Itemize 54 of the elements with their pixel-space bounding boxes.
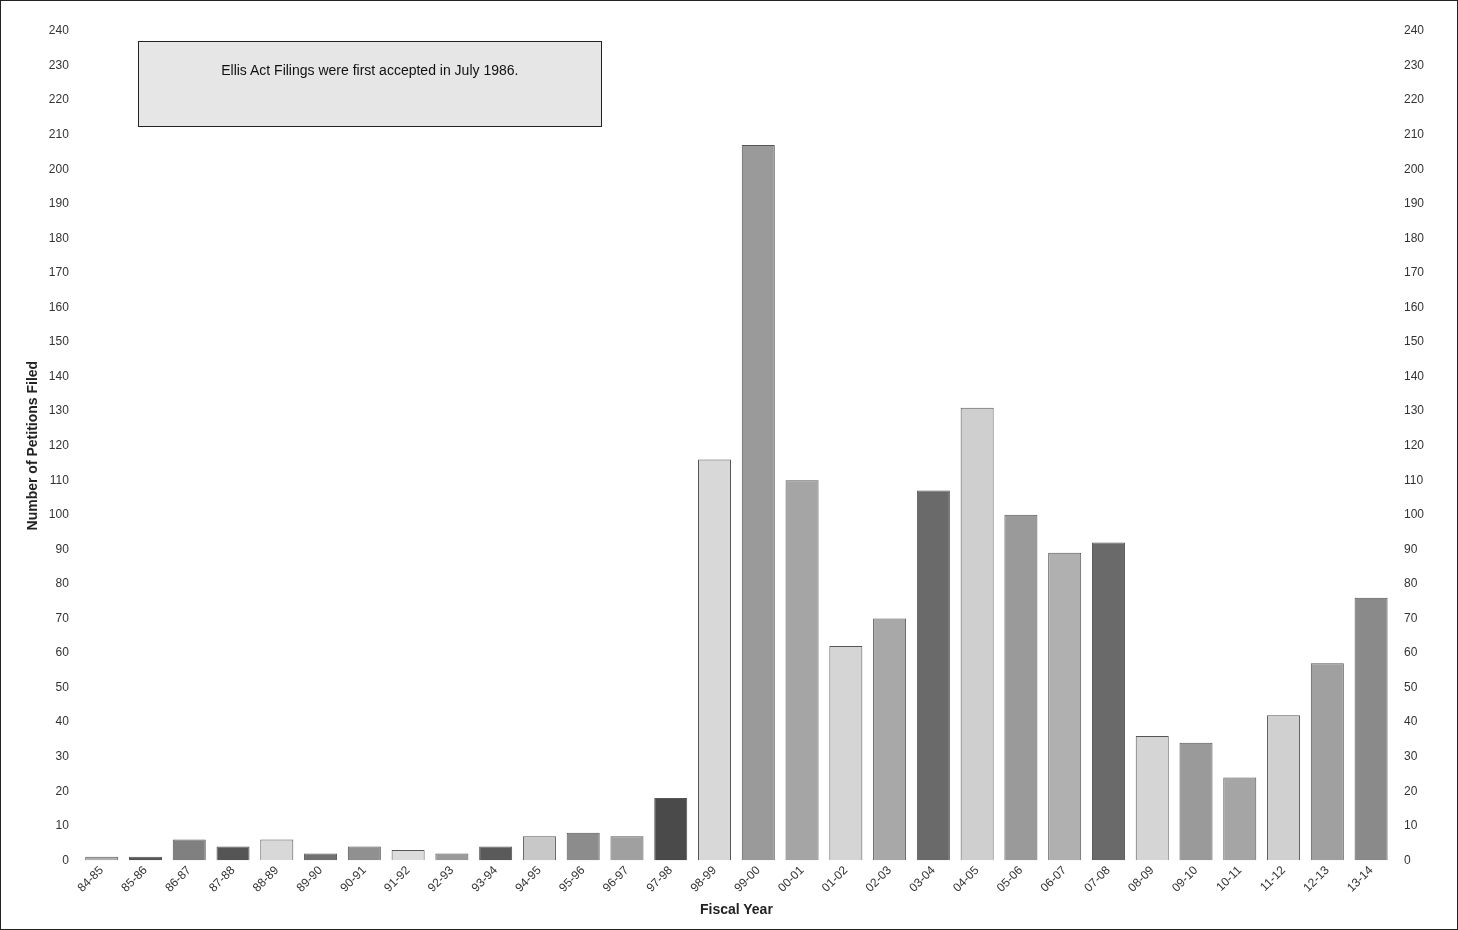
y-tick-label: 220: [48, 92, 70, 107]
y2-tick-label: 160: [1403, 299, 1425, 314]
y-tick-label: 190: [48, 196, 70, 211]
y2-tick-label: 210: [1403, 126, 1425, 141]
y-tick-label: 10: [55, 818, 70, 833]
y-tick-label: 130: [48, 403, 70, 418]
y-tick-label: 240: [48, 23, 70, 38]
y2-tick-label: 80: [1403, 576, 1418, 591]
y2-tick-label: 120: [1403, 437, 1425, 452]
y-tick-label: 90: [55, 541, 70, 556]
y-tick-label: 80: [55, 576, 70, 591]
y2-tick-label: 140: [1403, 368, 1425, 383]
y2-tick-label: 190: [1403, 196, 1425, 211]
y2-tick-label: 180: [1403, 230, 1425, 245]
y-axis-title: Number of Petitions Filed: [24, 360, 41, 531]
y-tick-label: 120: [48, 437, 70, 452]
y2-tick-label: 230: [1403, 57, 1425, 72]
y-tick-label: 200: [48, 161, 70, 176]
y-tick-label: 170: [48, 265, 70, 280]
y2-tick-label: 0: [1403, 852, 1411, 867]
y-tick-label: 50: [55, 679, 70, 694]
y2-tick-label: 50: [1403, 679, 1418, 694]
y-tick-label: 140: [48, 368, 70, 383]
y2-tick-label: 220: [1403, 92, 1425, 107]
y2-tick-label: 20: [1403, 783, 1418, 798]
y-tick-label: 30: [55, 748, 70, 763]
y-tick-label: 210: [48, 126, 70, 141]
y-tick-label: 100: [48, 507, 70, 522]
y2-tick-label: 150: [1403, 334, 1425, 349]
y2-tick-label: 90: [1403, 541, 1418, 556]
y-tick-label: 150: [48, 334, 70, 349]
x-axis-title: Fiscal Year: [699, 901, 774, 918]
y2-tick-label: 10: [1403, 818, 1418, 833]
y-tick-label: 40: [55, 714, 70, 729]
y-tick-label: 70: [55, 610, 70, 625]
y2-tick-label: 200: [1403, 161, 1425, 176]
y-tick-label: 60: [55, 645, 70, 660]
y2-tick-label: 70: [1403, 610, 1418, 625]
y2-tick-label: 60: [1403, 645, 1418, 660]
y-tick-label: 180: [48, 230, 70, 245]
y2-tick-label: 110: [1403, 472, 1424, 487]
note-box: Ellis Act Filings were first accepted in July 1986.: [137, 41, 602, 127]
y2-tick-label: 170: [1403, 265, 1425, 280]
y-tick-label: 230: [48, 57, 70, 72]
bar: [216, 846, 250, 861]
y2-tick-label: 100: [1403, 507, 1425, 522]
y2-tick-label: 240: [1403, 23, 1425, 38]
y-tick-label: 0: [62, 852, 70, 867]
y2-tick-label: 130: [1403, 403, 1425, 418]
y-tick-label: 20: [55, 783, 70, 798]
y-tick-label: 110: [49, 472, 70, 487]
y2-tick-label: 40: [1403, 714, 1418, 729]
y-tick-label: 160: [48, 299, 70, 314]
y2-tick-label: 30: [1403, 748, 1418, 763]
